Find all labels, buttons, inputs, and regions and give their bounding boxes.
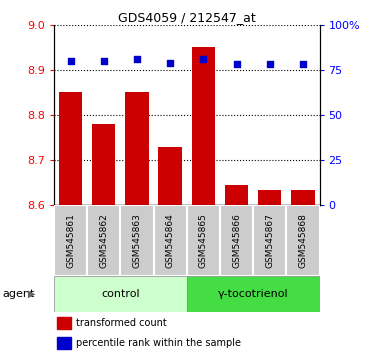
Point (100, 58, 107, 64)
Point (67, 58, 74, 64)
Bar (154, 205, 187, 276)
Bar (258, 189, 281, 205)
Bar (59, 92, 82, 205)
Bar (57, 318, 71, 329)
Point (200, 56, 206, 62)
Text: control: control (101, 289, 140, 299)
Point (267, 62, 273, 67)
Bar (192, 47, 215, 205)
Text: GSM545867: GSM545867 (265, 213, 274, 268)
Text: γ-tocotrienol: γ-tocotrienol (218, 289, 288, 299)
Bar (286, 205, 320, 276)
Text: GSM545864: GSM545864 (166, 213, 175, 268)
Bar (253, 205, 286, 276)
Text: ▶: ▶ (28, 289, 35, 299)
Bar (54, 276, 187, 312)
Bar (57, 337, 71, 349)
Text: percentile rank within the sample: percentile rank within the sample (77, 338, 241, 348)
Bar (120, 205, 154, 276)
Text: transformed count: transformed count (77, 318, 167, 329)
Bar (54, 205, 87, 276)
Bar (291, 189, 315, 205)
Bar (92, 124, 116, 205)
Text: GSM545863: GSM545863 (132, 213, 141, 268)
Text: GSM545868: GSM545868 (298, 213, 308, 268)
Bar (159, 147, 182, 205)
Point (300, 62, 306, 67)
Bar (87, 205, 121, 276)
Bar (187, 276, 320, 312)
Text: agent: agent (2, 289, 34, 299)
Text: GSM545865: GSM545865 (199, 213, 208, 268)
Point (134, 56, 140, 62)
Text: GSM545861: GSM545861 (66, 213, 75, 268)
Bar (187, 205, 220, 276)
Bar (220, 205, 253, 276)
Text: GSM545866: GSM545866 (232, 213, 241, 268)
Point (233, 62, 239, 67)
Title: GDS4059 / 212547_at: GDS4059 / 212547_at (118, 11, 256, 24)
Point (167, 60, 173, 65)
Bar (125, 92, 149, 205)
Text: GSM545862: GSM545862 (99, 213, 108, 268)
Bar (225, 185, 248, 205)
